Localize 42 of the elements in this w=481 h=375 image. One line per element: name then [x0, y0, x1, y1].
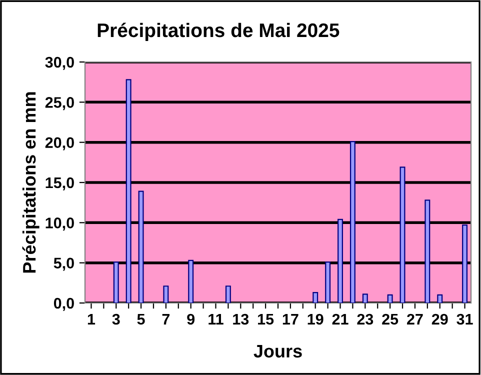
x-tick-label: 31 [456, 314, 473, 325]
x-tick-label: 29 [432, 314, 448, 325]
x-tick-label: 21 [332, 314, 348, 324]
y-tick-label: 0,0 [54, 298, 74, 311]
bar [462, 224, 468, 303]
x-tick-label: 23 [357, 314, 374, 325]
x-tick-label: 9 [187, 314, 195, 325]
x-tick-label: 7 [162, 314, 170, 324]
x-tick-label: 5 [137, 314, 145, 325]
bar [437, 294, 443, 303]
x-tick-label: 17 [282, 314, 298, 324]
x-tick-label: 1 [88, 314, 96, 324]
bar [113, 261, 119, 303]
bar [163, 286, 169, 303]
y-tick-label: 25,0 [45, 97, 74, 110]
x-tick-label: 11 [208, 314, 224, 324]
y-axis-title: Précipitations en mm [22, 92, 40, 273]
bar [188, 260, 194, 303]
y-tick-label: 5,0 [54, 258, 74, 271]
bar [338, 218, 343, 303]
y-tick-label: 30,0 [45, 56, 74, 70]
bar [424, 200, 430, 303]
chart-title: Précipitations de Mai 2025 [98, 22, 340, 42]
bar [400, 166, 406, 303]
y-tick-label: 10,0 [46, 218, 74, 231]
x-tick-label: 25 [382, 314, 398, 325]
x-tick-label: 3 [112, 314, 120, 325]
bar [312, 292, 318, 303]
y-tick-label: 20,0 [45, 137, 74, 150]
bar [362, 294, 368, 303]
bar [350, 140, 356, 303]
bar [225, 286, 231, 303]
bar [126, 79, 132, 303]
bar [325, 261, 331, 303]
x-tick-label: 15 [258, 314, 274, 325]
bar [387, 294, 393, 303]
x-tick-label: 13 [233, 314, 249, 325]
bar [138, 190, 144, 303]
x-axis-title: Jours [254, 344, 302, 358]
x-tick-label: 27 [407, 314, 423, 324]
y-tick-label: 15,0 [46, 177, 74, 190]
x-tick-label: 19 [308, 314, 324, 325]
